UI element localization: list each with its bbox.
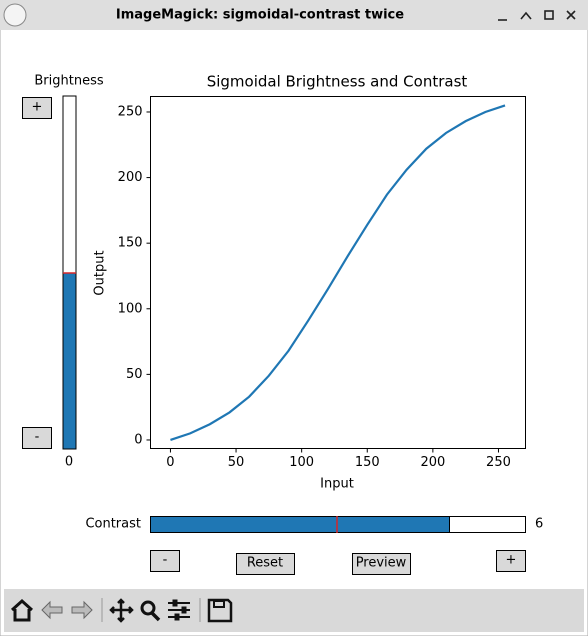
brightness-value: 0 bbox=[65, 455, 73, 470]
brightness-plus-label[interactable]: + bbox=[32, 100, 43, 115]
x-tick-label: 50 bbox=[228, 455, 245, 470]
x-tick-label: 150 bbox=[355, 455, 380, 470]
reset-button[interactable] bbox=[236, 553, 295, 575]
reset-label[interactable]: Reset bbox=[247, 556, 283, 571]
line-series bbox=[170, 104, 506, 442]
y-tick-label: 0 bbox=[134, 432, 142, 447]
toolbar-icons bbox=[10, 598, 233, 623]
x-tick-label: 200 bbox=[420, 455, 445, 470]
slider-knob bbox=[174, 613, 180, 621]
chart-title: Sigmoidal Brightness and Contrast bbox=[207, 73, 468, 91]
y-axis-label: Output bbox=[93, 250, 108, 295]
contrast-plus-label[interactable]: + bbox=[506, 553, 517, 568]
toolbar bbox=[4, 589, 584, 632]
x-tick-label: 250 bbox=[486, 455, 511, 470]
contrast-minus-button[interactable] bbox=[150, 550, 180, 572]
x-axis-label: Input bbox=[320, 477, 354, 492]
y-tick-label: 150 bbox=[118, 236, 143, 251]
window-controls[interactable] bbox=[498, 10, 576, 21]
app-icon bbox=[3, 3, 27, 27]
brightness-fill bbox=[62, 272, 77, 450]
title-bar bbox=[0, 0, 588, 30]
save-label-area bbox=[213, 600, 225, 608]
contrast-fill bbox=[150, 516, 450, 533]
zoom-handle bbox=[150, 611, 161, 622]
slider-knob bbox=[172, 599, 178, 607]
y-tick-label: 250 bbox=[118, 104, 143, 119]
chart: Sigmoidal Brightness and Contrast Input … bbox=[93, 73, 526, 492]
maximize-up[interactable] bbox=[520, 11, 532, 20]
window-title: ImageMagick: sigmoidal-contrast twice bbox=[116, 8, 404, 23]
back-button[interactable] bbox=[41, 600, 63, 620]
x-tick-label: 0 bbox=[166, 455, 174, 470]
axes-frame bbox=[150, 96, 526, 449]
preview-button[interactable] bbox=[352, 553, 411, 575]
slider-knob bbox=[181, 606, 187, 614]
contrast-plus-button[interactable] bbox=[496, 550, 526, 572]
contrast-value: 6 bbox=[535, 517, 543, 532]
y-tick-label: 50 bbox=[126, 367, 143, 382]
brightness-minus-button[interactable] bbox=[22, 427, 52, 449]
forward-button[interactable] bbox=[71, 600, 93, 620]
brightness-minus-label[interactable]: - bbox=[35, 430, 40, 445]
pan-button[interactable] bbox=[109, 598, 134, 623]
home-button[interactable] bbox=[10, 598, 34, 622]
contrast-minus-label[interactable]: - bbox=[163, 553, 168, 568]
brightness-label: Brightness bbox=[34, 74, 103, 89]
brightness-plus-button[interactable] bbox=[22, 97, 52, 119]
contrast-label: Contrast bbox=[85, 517, 141, 532]
zoom-button[interactable] bbox=[140, 600, 156, 616]
maximize[interactable] bbox=[544, 10, 554, 20]
close[interactable] bbox=[566, 10, 576, 20]
x-tick-label: 100 bbox=[289, 455, 314, 470]
y-tick-label: 100 bbox=[118, 301, 143, 316]
y-tick-label: 200 bbox=[118, 170, 143, 185]
preview-label[interactable]: Preview bbox=[356, 556, 407, 571]
